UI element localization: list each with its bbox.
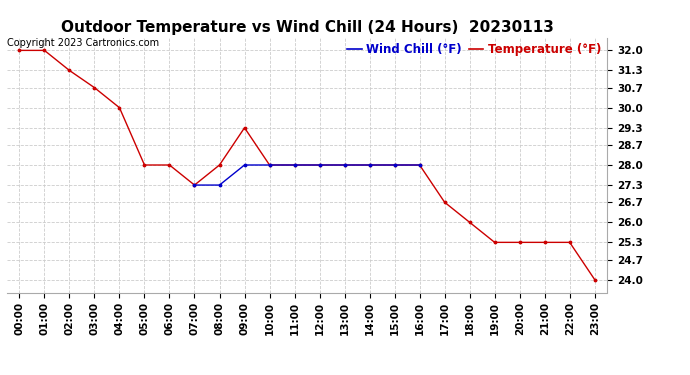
Legend: Wind Chill (°F), Temperature (°F): Wind Chill (°F), Temperature (°F) (343, 39, 606, 61)
Text: Copyright 2023 Cartronics.com: Copyright 2023 Cartronics.com (7, 38, 159, 48)
Title: Outdoor Temperature vs Wind Chill (24 Hours)  20230113: Outdoor Temperature vs Wind Chill (24 Ho… (61, 20, 553, 35)
